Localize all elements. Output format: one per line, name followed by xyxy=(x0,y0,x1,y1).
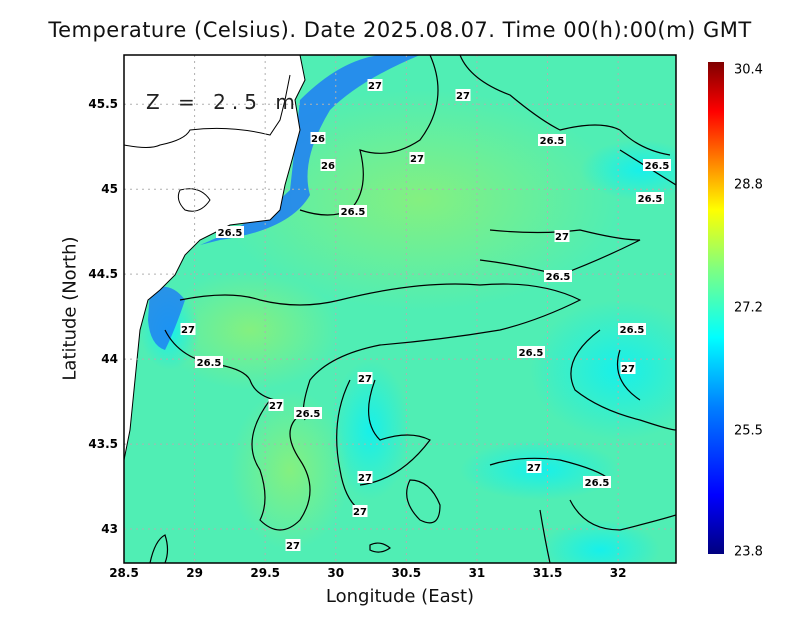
svg-text:26.5: 26.5 xyxy=(296,409,321,420)
colorbar xyxy=(708,62,724,554)
svg-text:26: 26 xyxy=(311,134,325,145)
svg-text:26.5: 26.5 xyxy=(645,161,670,172)
contour-label: 26.5 xyxy=(583,476,611,489)
svg-text:26.5: 26.5 xyxy=(546,272,571,283)
colorbar-label: 23.8 xyxy=(734,544,763,560)
contour-label: 26.5 xyxy=(294,407,322,420)
contours xyxy=(149,55,676,563)
contour-label: 26.5 xyxy=(636,192,664,205)
svg-text:26.5: 26.5 xyxy=(638,194,663,205)
contour-label: 26.5 xyxy=(643,159,671,172)
contour-label: 27 xyxy=(455,89,471,102)
colorbar-label: 27.2 xyxy=(734,300,763,316)
svg-text:27: 27 xyxy=(621,364,635,375)
x-tick-label: 29 xyxy=(186,566,203,580)
y-tick-label: 44 xyxy=(101,352,118,367)
svg-text:27: 27 xyxy=(555,232,569,243)
land-mass xyxy=(124,55,306,461)
contour-label: 27 xyxy=(357,471,373,484)
contour-label: 27 xyxy=(180,323,196,336)
y-tick-label: 45.5 xyxy=(88,97,118,112)
contour-label: 26.5 xyxy=(618,323,646,336)
y-tick-label: 45 xyxy=(101,182,118,197)
svg-text:27: 27 xyxy=(527,463,541,474)
contour-label: 26.5 xyxy=(517,346,545,359)
contour-label: 26.5 xyxy=(339,205,367,218)
contour-label: 27 xyxy=(620,362,636,375)
y-tick-label: 43 xyxy=(101,522,118,537)
plot-area: 26.5 27 27 26 26 26.5 27 26.5 27 26.5 27 26.5 27 27 27… xyxy=(124,55,676,563)
depth-label: Z = 2.5 m xyxy=(146,90,301,114)
contour-label: 27 xyxy=(357,372,373,385)
contour-label: 27 xyxy=(554,230,570,243)
plot-frame xyxy=(123,54,677,564)
colorbar-label: 25.5 xyxy=(734,423,763,439)
contour-label: 26 xyxy=(310,132,326,145)
svg-text:27: 27 xyxy=(181,325,195,336)
x-tick-label: 32 xyxy=(609,566,627,580)
chart-title: Temperature (Celsius). Date 2025.08.07. … xyxy=(48,18,752,42)
y-tick-label: 44.5 xyxy=(88,267,118,282)
svg-text:26.5: 26.5 xyxy=(341,207,366,218)
contour-label: 26.5 xyxy=(195,356,223,369)
contour-label: 26.5 xyxy=(544,270,572,283)
contour-label: 27 xyxy=(268,399,284,412)
colorbar-label: 28.8 xyxy=(734,177,763,193)
contour-label: 27 xyxy=(526,461,542,474)
x-axis-label: Longitude (East) xyxy=(325,586,475,607)
svg-text:27: 27 xyxy=(353,507,367,518)
svg-text:27: 27 xyxy=(410,154,424,165)
svg-text:26.5: 26.5 xyxy=(620,325,645,336)
svg-text:27: 27 xyxy=(358,473,372,484)
svg-text:27: 27 xyxy=(456,91,470,102)
x-tick-label: 30 xyxy=(327,566,345,580)
svg-text:26.5: 26.5 xyxy=(218,228,243,239)
x-tick-label: 31 xyxy=(468,566,486,580)
x-tick-label: 30.5 xyxy=(391,566,422,580)
x-tick-label: 28.5 xyxy=(109,566,139,580)
contour-label: 27 xyxy=(367,79,383,92)
x-tick-label: 31.5 xyxy=(532,566,563,580)
contour-label: 27 xyxy=(409,152,425,165)
y-axis-label: Latitude (North) xyxy=(59,236,81,381)
svg-text:27: 27 xyxy=(269,401,283,412)
svg-text:27: 27 xyxy=(286,541,300,552)
svg-text:26.5: 26.5 xyxy=(540,136,565,147)
colorbar-label: 30.4 xyxy=(734,62,763,78)
contour-label: 27 xyxy=(352,505,368,518)
y-tick-label: 43.5 xyxy=(88,437,118,452)
contour-label: 26.5 xyxy=(216,226,244,239)
contour-label: 26.5 xyxy=(538,134,566,147)
svg-text:27: 27 xyxy=(358,374,372,385)
svg-text:26.5: 26.5 xyxy=(197,358,222,369)
svg-text:26: 26 xyxy=(321,161,335,172)
svg-text:26.5: 26.5 xyxy=(585,478,610,489)
contour-label: 26 xyxy=(320,159,336,172)
svg-text:27: 27 xyxy=(368,81,382,92)
contour-label: 27 xyxy=(285,539,301,552)
svg-text:26.5: 26.5 xyxy=(519,348,544,359)
x-tick-label: 29.5 xyxy=(250,566,280,580)
